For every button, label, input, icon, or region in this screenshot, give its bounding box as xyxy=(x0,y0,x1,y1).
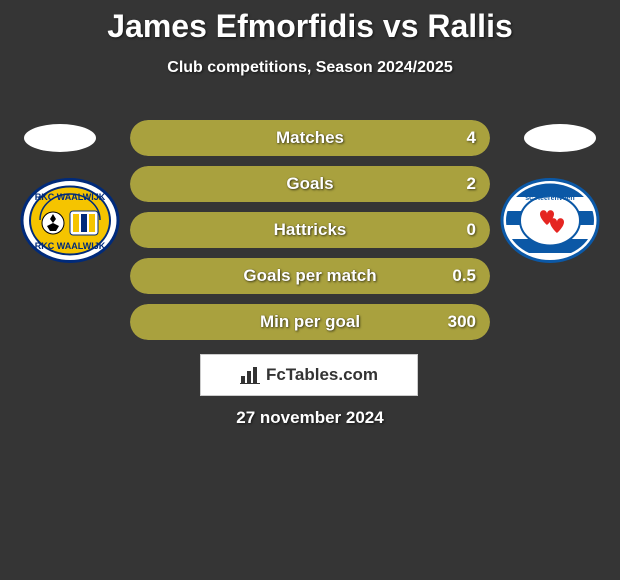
subtitle: Club competitions, Season 2024/2025 xyxy=(0,59,620,77)
stats-bars: Matches4Goals2Hattricks0Goals per match0… xyxy=(130,120,490,350)
page-title: James Efmorfidis vs Rallis xyxy=(0,0,620,45)
player-oval-right xyxy=(524,124,596,152)
stat-row: Matches4 xyxy=(130,120,490,156)
svg-text:sc Heerenveen: sc Heerenveen xyxy=(525,195,574,202)
stat-row: Goals2 xyxy=(130,166,490,202)
stat-label: Goals xyxy=(130,166,490,202)
stat-value-right: 2 xyxy=(467,166,476,202)
fctables-label: FcTables.com xyxy=(266,365,378,385)
bar-chart-icon xyxy=(240,366,260,384)
heerenveen-crest-icon: sc Heerenveen xyxy=(500,178,600,263)
stat-value-right: 4 xyxy=(467,120,476,156)
team-crest-right: sc Heerenveen xyxy=(500,178,600,263)
svg-text:RKC WAALWIJK: RKC WAALWIJK xyxy=(35,192,106,202)
player-oval-left xyxy=(24,124,96,152)
stat-row: Goals per match0.5 xyxy=(130,258,490,294)
stat-value-right: 0.5 xyxy=(452,258,476,294)
stat-row: Min per goal300 xyxy=(130,304,490,340)
stat-value-right: 300 xyxy=(448,304,476,340)
svg-text:RKC WAALWIJK: RKC WAALWIJK xyxy=(35,241,106,251)
fctables-badge[interactable]: FcTables.com xyxy=(200,354,418,396)
stat-value-right: 0 xyxy=(467,212,476,248)
stat-label: Matches xyxy=(130,120,490,156)
rkc-waalwijk-crest-icon: RKC WAALWIJK RKC WAALWIJK xyxy=(20,178,120,263)
stat-label: Goals per match xyxy=(130,258,490,294)
team-crest-left: RKC WAALWIJK RKC WAALWIJK xyxy=(20,178,120,263)
stat-label: Hattricks xyxy=(130,212,490,248)
date-label: 27 november 2024 xyxy=(0,408,620,428)
stat-row: Hattricks0 xyxy=(130,212,490,248)
stat-label: Min per goal xyxy=(130,304,490,340)
